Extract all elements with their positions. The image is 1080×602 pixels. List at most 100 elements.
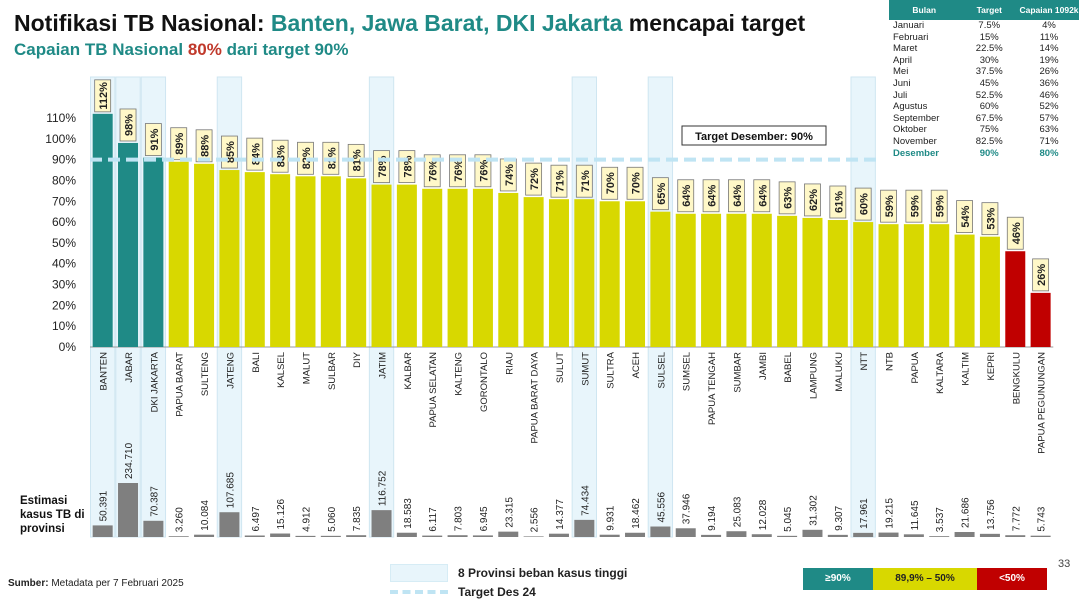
estimate-bar — [118, 483, 139, 537]
bar — [523, 197, 544, 347]
estimate-bar — [447, 535, 468, 537]
bar-label-text: 60% — [859, 193, 871, 215]
bar — [118, 142, 139, 347]
bar-value-label: 64% — [702, 179, 720, 213]
bar — [244, 172, 265, 347]
bar-label-box — [981, 202, 999, 236]
bar-label-box — [119, 108, 137, 142]
category-label: SUMSEL — [682, 352, 693, 391]
bar-label-text: 88% — [200, 135, 212, 157]
bar-label-text: 76% — [428, 160, 440, 182]
category-label: PAPUA — [910, 351, 921, 383]
estimate-bar — [320, 535, 341, 537]
estimate-label: 6.945 — [479, 506, 490, 531]
category-label: BENGKULU — [1011, 352, 1022, 404]
category-label: SUMBAR — [732, 352, 743, 393]
category-label: PAPUA SELATAN — [428, 352, 439, 428]
monthly-cell-bulan: Juni — [893, 77, 911, 89]
bar-value-label: 53% — [981, 202, 999, 236]
bar-value-label: 61% — [829, 185, 847, 219]
estimate-label: 74.434 — [580, 485, 591, 516]
legend-category-high: ≥90% — [803, 568, 873, 590]
estimate-label: 25.083 — [732, 496, 743, 527]
monthly-cell-bulan: April — [893, 54, 913, 66]
estimate-bar — [979, 533, 1000, 537]
bar — [777, 215, 798, 347]
estimate-label: 18.583 — [403, 498, 414, 529]
estimate-bar — [802, 529, 823, 537]
category-label: SUMUT — [580, 352, 591, 386]
bar — [802, 217, 823, 347]
y-tick-label: 110% — [46, 111, 76, 125]
category-label: PAPUA BARAT DAYA — [530, 351, 541, 443]
monthly-cell-capaian: 57% — [1039, 112, 1059, 124]
y-tick-label: 70% — [52, 194, 76, 208]
bar-label-box — [829, 185, 847, 219]
bar-label-box — [1006, 216, 1024, 250]
estimate-bar — [650, 526, 671, 537]
bar — [548, 199, 569, 347]
bar-value-label: 26% — [1032, 258, 1050, 292]
bar — [574, 199, 595, 347]
category-label: SULBAR — [327, 352, 338, 390]
monthly-cell-bulan: Mei — [893, 66, 909, 78]
category-label: NTB — [885, 352, 896, 371]
monthly-cell-bulan: Desember — [893, 147, 939, 159]
estimate-label: 6.497 — [251, 506, 262, 531]
monthly-cell-target: 90% — [979, 147, 999, 159]
category-label: KALTENG — [454, 352, 465, 396]
bar-value-label: 89% — [170, 127, 188, 161]
legend-high-burden-label: 8 Provinsi beban kasus tinggi — [458, 566, 628, 580]
estimate-label: 107.685 — [225, 472, 236, 509]
bar-value-label: 60% — [854, 187, 872, 221]
estimate-bar — [929, 536, 950, 537]
category-label: JATENG — [225, 352, 236, 389]
monthly-cell-target: 82.5% — [975, 135, 1003, 147]
category-label: JAMBI — [758, 352, 769, 380]
bar-value-label: 70% — [626, 166, 644, 200]
estimate-bar — [726, 531, 747, 537]
bar-label-box — [170, 127, 188, 161]
monthly-table: Bulan Target Capaian 1092k Januari 7.5% 4% Fe… — [889, 0, 1079, 159]
estimate-label: 9.307 — [834, 505, 845, 530]
province-chart: 0% 10% 20% 30% 40% 50% 60% 70% 80% 90% 100% 110% 112… — [45, 76, 1054, 538]
estimate-label: 116.752 — [378, 470, 389, 506]
monthly-row: Agustus 60% 52% — [889, 101, 1079, 113]
bar-label-text: 71% — [580, 170, 592, 192]
bar-value-label: 74% — [499, 158, 517, 192]
target-box — [681, 125, 827, 146]
source-label: Sumber: — [8, 578, 49, 589]
bar-label-text: 81% — [352, 149, 364, 171]
estimate-label: 2.556 — [530, 507, 541, 532]
bar-value-label: 85% — [221, 135, 238, 169]
bar-label-box — [804, 183, 821, 217]
estimate-label: 3.537 — [935, 507, 946, 532]
bar-value-label: 62% — [804, 183, 821, 217]
estimate-bar — [346, 535, 367, 537]
bar-label-box — [728, 179, 745, 213]
estimate-bar — [903, 534, 924, 537]
legend-target-label: Target Des 24 — [458, 585, 536, 599]
bar — [1005, 251, 1026, 347]
subtitle-part-b: 80% — [187, 40, 222, 59]
estimate-label: 19.215 — [885, 498, 896, 529]
bar-label-box — [144, 123, 162, 156]
bar-value-label: 83% — [271, 139, 289, 173]
bar — [92, 113, 113, 347]
category-label: MALUT — [301, 352, 312, 384]
category-label: PAPUA TENGAH — [707, 352, 718, 425]
estimate-bar — [219, 512, 240, 537]
bar — [219, 170, 240, 347]
monthly-table-body: Januari 7.5% 4% Februari 15% 11% Maret 22.5% 14%… — [889, 20, 1079, 159]
category-label: SULTRA — [606, 351, 617, 388]
category-label: SULTENG — [200, 352, 211, 396]
bar — [194, 163, 215, 347]
estimate-bar — [472, 535, 493, 537]
monthly-cell-target: 30% — [979, 54, 999, 66]
monthly-row: Juni 45% 36% — [889, 78, 1079, 90]
estimate-bar — [92, 525, 113, 537]
bar-label-box — [753, 179, 771, 213]
bar — [625, 201, 646, 347]
estimate-bar — [777, 535, 798, 537]
bar — [498, 192, 519, 347]
